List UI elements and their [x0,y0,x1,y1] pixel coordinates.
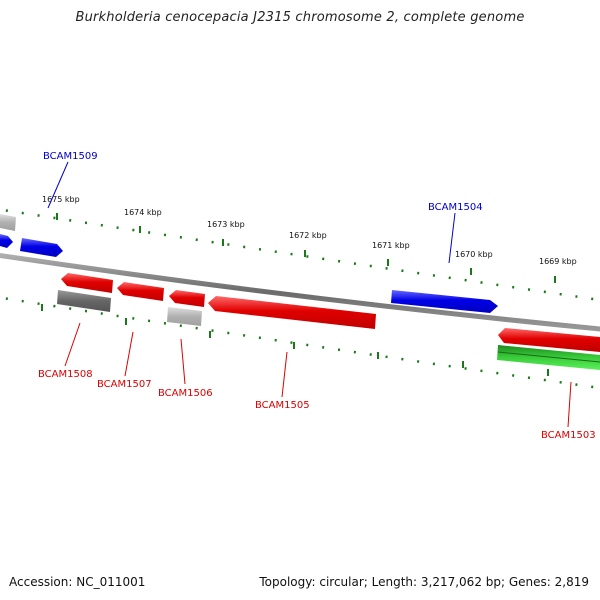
gene-label-bcam1506[interactable]: BCAM1506 [158,388,213,399]
chromosome-backbone [0,252,600,332]
topology-summary-text: Topology: circular; Length: 3,217,062 bp… [259,575,589,589]
gene-arrow-bcam1506[interactable] [169,290,205,307]
reverse-leader-lines [64,322,572,428]
gene-label-bcam1507[interactable]: BCAM1507 [97,379,152,390]
gene-label-bcam1503[interactable]: BCAM1503 [541,430,596,441]
gene-label-bcam1505[interactable]: BCAM1505 [255,400,310,411]
gene-arrow-bcam1508[interactable] [61,273,113,293]
gene-arrow-bcam1505[interactable] [208,296,376,329]
grey-feature-2[interactable] [167,307,202,326]
gene-arrow-bcam1504[interactable] [391,290,498,313]
gene-label-bcam1509[interactable]: BCAM1509 [43,151,98,162]
map-title: Burkholderia cenocepacia J2315 chromosom… [75,10,525,25]
green-feature[interactable] [497,345,600,370]
scale-label-1674: 1674 kbp [124,208,162,217]
grey-feature-edge[interactable] [0,214,16,231]
green-feature-stripe [497,351,600,363]
forward-leader-lines [47,161,456,264]
scale-label-1669: 1669 kbp [539,257,577,266]
gene-arrow-bcam1509[interactable] [20,238,63,257]
accession-text: Accession: NC_011001 [9,575,146,589]
scale-label-1672: 1672 kbp [289,231,327,240]
scale-label-1670: 1670 kbp [455,250,493,259]
gene-arrow-blue-edge[interactable] [0,234,13,248]
gene-label-bcam1508[interactable]: BCAM1508 [38,369,93,380]
gene-arrow-bcam1507[interactable] [117,282,164,301]
gene-label-bcam1504[interactable]: BCAM1504 [428,202,483,213]
gene-arrow-bcam1503[interactable] [498,328,600,352]
scale-label-1673: 1673 kbp [207,220,245,229]
inner-major-ticks [41,304,549,376]
outer-major-ticks [56,213,556,283]
scale-label-1675: 1675 kbp [42,195,80,204]
scale-label-1671: 1671 kbp [372,241,410,250]
grey-feature-1[interactable] [57,290,111,312]
